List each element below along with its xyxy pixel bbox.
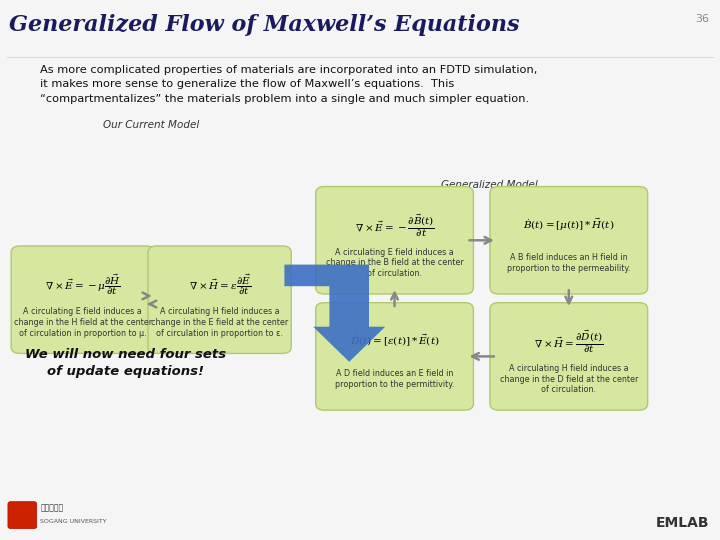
FancyBboxPatch shape xyxy=(316,302,474,410)
Text: Generalized Flow of Maxwell’s Equations: Generalized Flow of Maxwell’s Equations xyxy=(9,14,519,36)
Text: $\nabla \times \vec{H} = \varepsilon\dfrac{\partial \vec{E}}{\partial t}$: $\nabla \times \vec{H} = \varepsilon\dfr… xyxy=(189,272,251,297)
Text: A circulating H field induces a
change in the D field at the center
of circulati: A circulating H field induces a change i… xyxy=(500,364,638,394)
Text: $\dot{D}(t)=[\varepsilon(t)]*\vec{E}(t)$: $\dot{D}(t)=[\varepsilon(t)]*\vec{E}(t)$ xyxy=(350,333,439,349)
FancyBboxPatch shape xyxy=(316,186,474,294)
Text: EMLAB: EMLAB xyxy=(656,516,709,530)
Text: 서강대학교: 서강대학교 xyxy=(40,503,63,512)
FancyBboxPatch shape xyxy=(490,302,648,410)
FancyBboxPatch shape xyxy=(148,246,291,353)
Text: A circulating E field induces a
change in the B field at the center
of circulati: A circulating E field induces a change i… xyxy=(325,248,464,278)
FancyBboxPatch shape xyxy=(8,502,37,529)
Text: As more complicated properties of materials are incorporated into an FDTD simula: As more complicated properties of materi… xyxy=(40,65,537,104)
Text: $\nabla \times \vec{E} = -\mu\dfrac{\partial \vec{H}}{\partial t}$: $\nabla \times \vec{E} = -\mu\dfrac{\par… xyxy=(45,272,121,297)
Text: A circulating H field induces a
change in the E field at the center
of circulati: A circulating H field induces a change i… xyxy=(151,307,288,338)
Text: A circulating E field induces a
change in the H field at the center
of circulati: A circulating E field induces a change i… xyxy=(14,307,152,338)
Text: $\nabla \times \vec{H} = \dfrac{\partial \vec{D}(t)}{\partial t}$: $\nabla \times \vec{H} = \dfrac{\partial… xyxy=(534,328,603,355)
Text: 36: 36 xyxy=(696,14,709,24)
Text: Our Current Model: Our Current Model xyxy=(103,119,199,130)
FancyBboxPatch shape xyxy=(12,246,154,353)
Polygon shape xyxy=(284,265,385,362)
Text: A B field induces an H field in
proportion to the permeability.: A B field induces an H field in proporti… xyxy=(507,253,631,273)
Text: $\dot{B}(t)=[\mu(t)]*\vec{H}(t)$: $\dot{B}(t)=[\mu(t)]*\vec{H}(t)$ xyxy=(523,217,615,233)
Text: SOGANG UNIVERSITY: SOGANG UNIVERSITY xyxy=(40,519,107,524)
FancyBboxPatch shape xyxy=(490,186,648,294)
Text: We will now need four sets
of update equations!: We will now need four sets of update equ… xyxy=(25,348,227,379)
Text: Generalized Model: Generalized Model xyxy=(441,180,538,190)
Text: A D field induces an E field in
proportion to the permittivity.: A D field induces an E field in proporti… xyxy=(335,369,454,389)
Text: $\nabla \times \vec{E} = -\dfrac{\partial \vec{B}(t)}{\partial t}$: $\nabla \times \vec{E} = -\dfrac{\partia… xyxy=(354,212,435,239)
